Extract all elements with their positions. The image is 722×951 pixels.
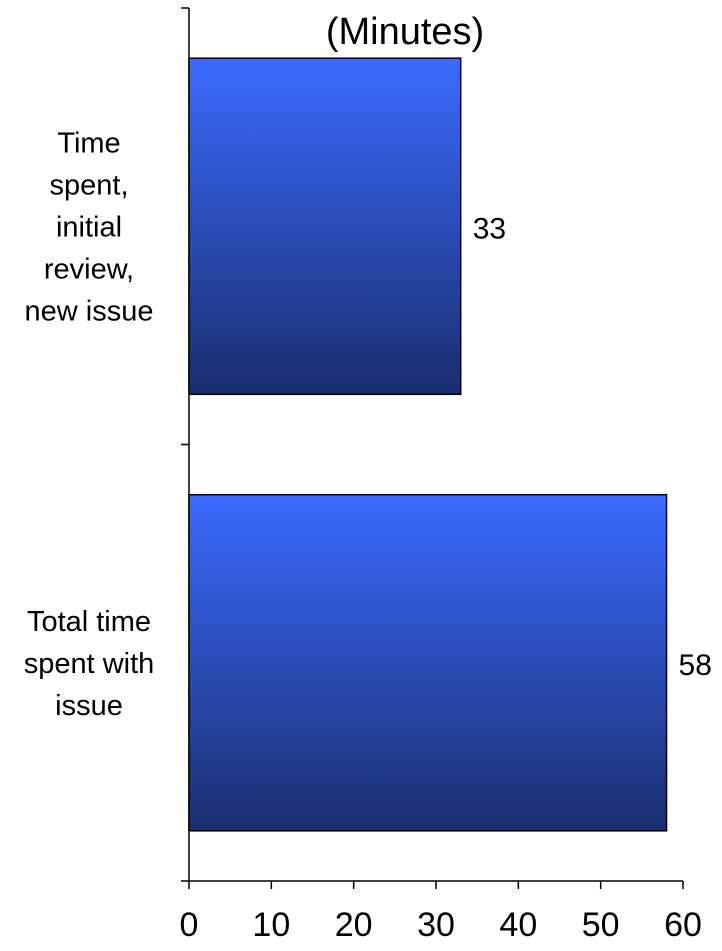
category-label-line: spent, <box>50 169 129 201</box>
category-label-line: initial <box>56 211 122 243</box>
bar <box>188 57 462 396</box>
x-tick-label: 20 <box>335 906 373 944</box>
x-tick-label: 40 <box>499 906 537 944</box>
data-label: 58 <box>679 649 712 682</box>
category-label-line: review, <box>44 253 134 285</box>
x-tick-label: 50 <box>582 906 620 944</box>
category-label-line: spent with <box>24 648 155 680</box>
bar <box>188 493 668 832</box>
x-tick-label: 10 <box>252 906 290 944</box>
chart-title: (Minutes) <box>326 11 484 53</box>
data-label: 33 <box>473 212 506 245</box>
x-tick-label: 60 <box>664 906 702 944</box>
category-label: Total time spent with issue <box>24 606 155 722</box>
category-label-line: Total time <box>27 606 151 638</box>
category-label: Time spent, initial review, new issue <box>25 127 154 327</box>
category-label-line: Time <box>57 127 120 159</box>
x-tick-label: 0 <box>180 906 199 944</box>
x-tick-label: 30 <box>417 906 455 944</box>
category-label-line: issue <box>55 690 123 722</box>
category-label-line: new issue <box>25 295 154 327</box>
